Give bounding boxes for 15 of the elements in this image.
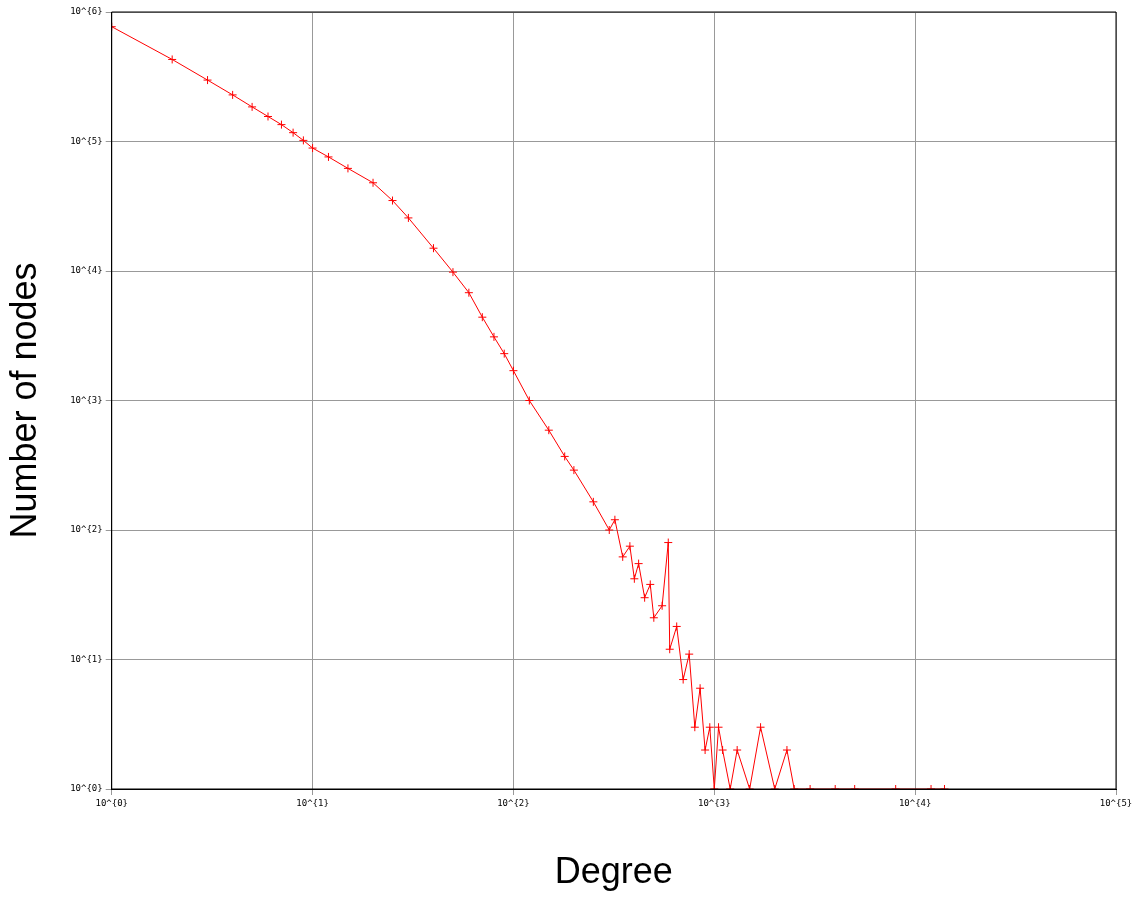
y-axis-title: Number of nodes	[2, 262, 44, 539]
y-tick-label: 10^{6}	[70, 6, 103, 17]
x-tick-label: 10^{1}	[296, 797, 329, 808]
x-tick-label: 10^{2}	[497, 797, 530, 808]
x-tick-label: 10^{3}	[698, 797, 731, 808]
x-axis-title: Degree	[554, 850, 673, 892]
y-tick-label: 10^{2}	[70, 524, 103, 535]
x-tick-label: 10^{0}	[95, 797, 128, 808]
x-tick-label: 10^{4}	[898, 797, 932, 808]
y-tick-label: 10^{5}	[70, 135, 103, 146]
y-tick-label: 10^{1}	[70, 653, 103, 664]
x-tick-label: 10^{5}	[1099, 797, 1133, 808]
y-tick-label: 10^{0}	[70, 783, 103, 794]
y-tick-label: 10^{3}	[70, 394, 103, 405]
y-tick-label: 10^{4}	[70, 265, 103, 276]
